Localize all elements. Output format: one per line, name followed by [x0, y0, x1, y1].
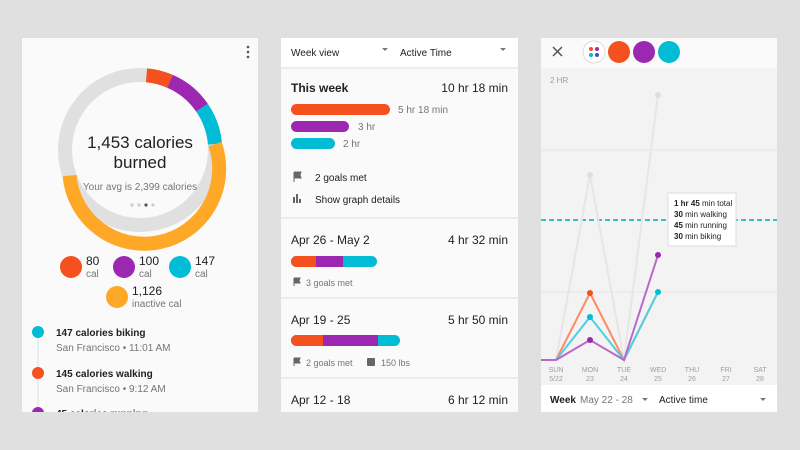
week-title: Apr 19 - 25	[291, 313, 351, 327]
run-cal: 100	[139, 254, 159, 268]
tooltip-text: min biking	[683, 232, 721, 241]
date-label: 24	[620, 376, 628, 383]
view-select[interactable]: Week view	[291, 48, 340, 59]
axis-label: 2 HR	[550, 76, 568, 85]
day-label: THU	[685, 367, 699, 374]
tooltip-bold: 1 hr 45	[674, 199, 700, 208]
timeline-detail: San Francisco • 11:01 AM	[56, 343, 170, 354]
goals: 2 goals met	[306, 358, 353, 368]
average: Your avg is 2,399 calories	[83, 182, 197, 193]
metric-select[interactable]: Active Time	[400, 48, 452, 59]
date-label: 5/22	[549, 376, 563, 383]
tooltip-line: 30 min biking	[674, 232, 721, 241]
filter-run[interactable]	[633, 41, 655, 63]
week-title: Apr 26 - May 2	[291, 233, 370, 247]
tooltip-bold: 30	[674, 210, 683, 219]
day-label: SUN	[549, 367, 564, 374]
tooltip-bold: 45	[674, 221, 683, 230]
date-label: 27	[722, 376, 730, 383]
tooltip-text: min walking	[683, 210, 727, 219]
graph-details[interactable]: Show graph details	[315, 195, 400, 206]
timeline-title: 45 calories running	[56, 409, 148, 420]
metric[interactable]: Active time	[659, 395, 708, 406]
week-title: Apr 12 - 18	[291, 393, 351, 407]
calorie-ring	[58, 68, 227, 251]
day-label: WED	[650, 367, 666, 374]
tooltip	[667, 192, 737, 247]
week-title: This week	[291, 81, 349, 95]
goals: 2 goals met	[315, 173, 367, 184]
range[interactable]: May 22 - 28	[580, 395, 633, 406]
close[interactable]	[552, 46, 563, 57]
burned: burned	[114, 153, 167, 172]
walk-cal: 80	[86, 254, 100, 268]
goals: 3 goals met	[306, 278, 353, 288]
filter-walk[interactable]	[608, 41, 630, 63]
date-label: 25	[654, 376, 662, 383]
filter-bike[interactable]	[658, 41, 680, 63]
timeline-detail: San Francisco • 9:12 AM	[56, 384, 166, 395]
unit: inactive cal	[132, 299, 181, 310]
week-total: 5 hr 50 min	[448, 313, 508, 327]
tooltip-line: 30 min walking	[674, 210, 727, 219]
inactive-cal: 1,126	[132, 284, 162, 298]
unit: cal	[195, 269, 208, 280]
bar-label: 3 hr	[358, 122, 376, 133]
week-total: 10 hr 18 min	[441, 81, 508, 95]
tooltip-line: 1 hr 45 min total	[674, 199, 732, 208]
bar-label: 5 hr 18 min	[398, 105, 448, 116]
day-label: MON	[582, 367, 598, 374]
tooltip-bold: 30	[674, 232, 683, 241]
tooltip-line: 45 min running	[674, 221, 727, 230]
timeline-title: 145 calories walking	[56, 369, 153, 380]
calories: 1,453 calories	[87, 133, 193, 152]
unit: cal	[86, 269, 99, 280]
weight: 150 lbs	[381, 358, 411, 368]
panel-weeks	[281, 38, 518, 412]
bike-cal: 147	[195, 254, 215, 268]
day-label: TUE	[617, 367, 631, 374]
date-label: 26	[688, 376, 696, 383]
bar-label: 2 hr	[343, 139, 361, 150]
week-total: 6 hr 12 min	[448, 393, 508, 407]
date-label: 23	[586, 376, 594, 383]
day-label: FRI	[720, 367, 731, 374]
tooltip-text: min total	[700, 199, 733, 208]
period: Week	[550, 395, 576, 406]
unit: cal	[139, 269, 152, 280]
date-label: 28	[756, 376, 764, 383]
day-label: SAT	[753, 367, 767, 374]
tooltip-text: min running	[683, 221, 727, 230]
week-total: 4 hr 32 min	[448, 233, 508, 247]
timeline-title: 147 calories biking	[56, 328, 146, 339]
